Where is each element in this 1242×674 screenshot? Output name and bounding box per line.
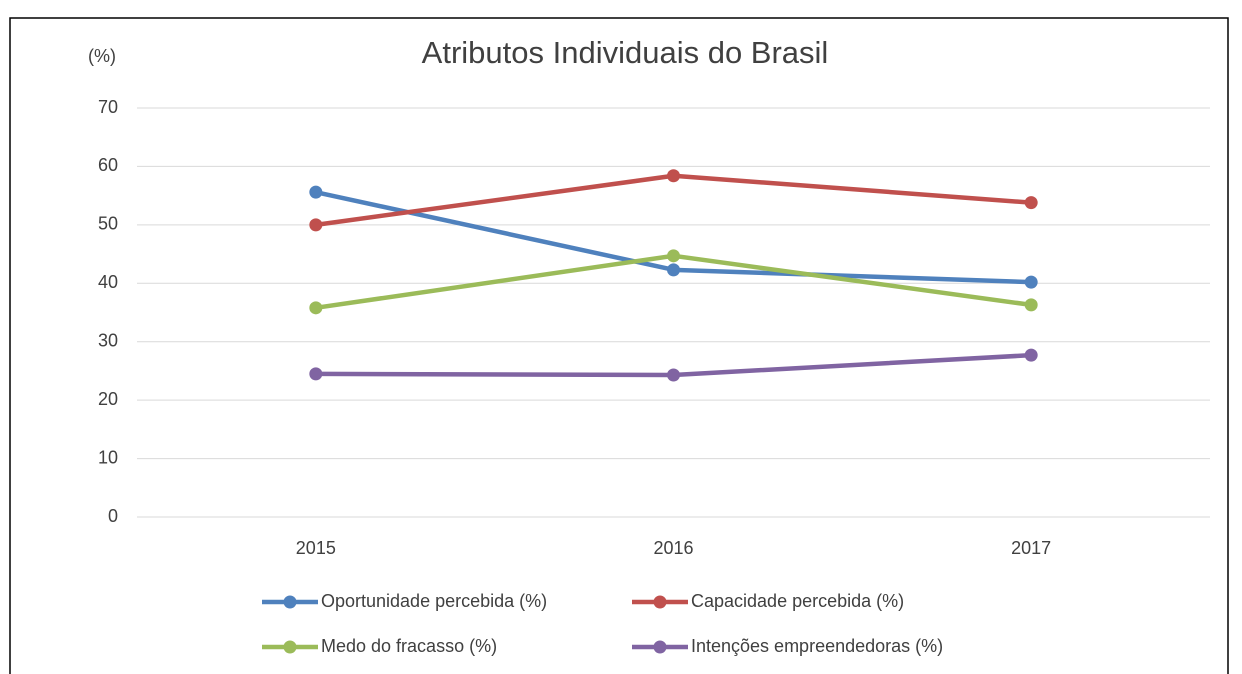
y-tick-label: 30 <box>98 330 118 350</box>
legend-marker <box>283 640 297 654</box>
legend-label: Intenções empreendedoras (%) <box>691 636 943 656</box>
x-tick-label: 2017 <box>1011 538 1051 558</box>
y-tick-label: 60 <box>98 155 118 175</box>
y-tick-label: 50 <box>98 214 118 234</box>
x-tick-label: 2016 <box>653 538 693 558</box>
x-tick-label: 2015 <box>296 538 336 558</box>
data-point <box>1024 275 1038 289</box>
chart-border <box>9 17 1229 674</box>
chart-title: Atributos Individuais do Brasil <box>422 35 829 70</box>
legend-marker <box>283 595 297 609</box>
y-tick-label: 20 <box>98 389 118 409</box>
data-point <box>309 185 323 199</box>
y-tick-label: 40 <box>98 272 118 292</box>
legend-label: Oportunidade percebida (%) <box>321 591 547 611</box>
legend-marker <box>653 640 667 654</box>
y-axis-label: (%) <box>88 46 116 66</box>
legend-label: Capacidade percebida (%) <box>691 591 904 611</box>
y-tick-label: 0 <box>108 506 118 526</box>
data-point <box>667 368 680 382</box>
legend-label: Medo do fracasso (%) <box>321 636 497 656</box>
data-point <box>667 249 680 263</box>
y-tick-label: 70 <box>98 97 118 117</box>
data-point <box>667 169 680 183</box>
data-point <box>1024 298 1038 312</box>
data-point <box>309 301 323 315</box>
data-point <box>1024 196 1038 210</box>
data-point <box>1024 348 1038 362</box>
legend-marker <box>653 595 667 609</box>
data-point <box>309 367 323 381</box>
y-tick-label: 10 <box>98 447 118 467</box>
data-point <box>667 263 680 277</box>
data-point <box>309 218 323 232</box>
